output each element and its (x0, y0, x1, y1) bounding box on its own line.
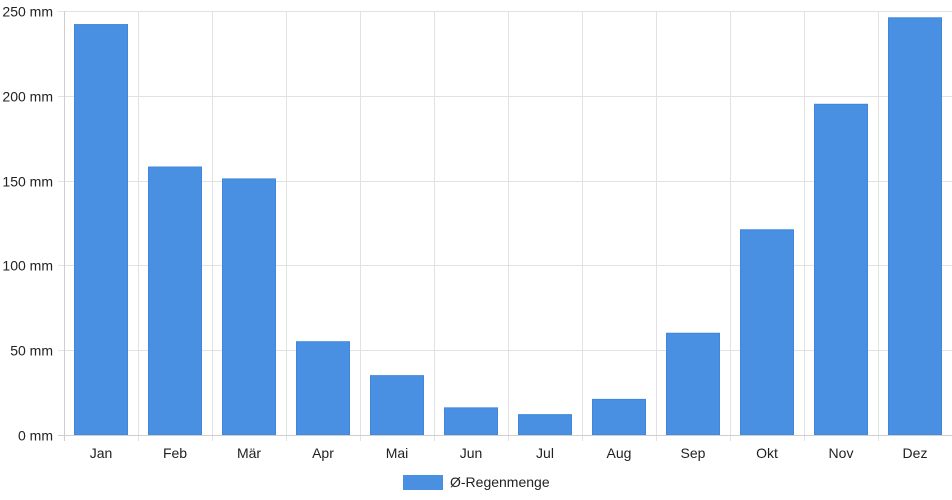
y-axis-labels: 0 mm 50 mm 100 mm 150 mm 200 mm 250 mm (2, 4, 53, 444)
bar-mär[interactable] (222, 178, 276, 436)
legend-swatch[interactable] (403, 475, 443, 490)
x-tick-label: Mär (237, 445, 261, 461)
legend[interactable]: Ø-Regenmenge (403, 474, 550, 490)
y-tick-label: 0 mm (18, 428, 53, 444)
bar-jun[interactable] (444, 407, 498, 436)
bar-mai[interactable] (370, 375, 424, 436)
bar-okt[interactable] (740, 229, 794, 436)
x-axis-labels: Jan Feb Mär Apr Mai Jun Jul Aug Sep Okt Nov Dez (90, 445, 928, 461)
x-tick-label: Jan (90, 445, 113, 461)
x-tick-label: Nov (829, 445, 854, 461)
bar-sep[interactable] (666, 332, 720, 436)
bar-jul[interactable] (518, 414, 572, 436)
x-tick-label: Apr (312, 445, 334, 461)
bar-dez[interactable] (888, 17, 942, 436)
x-tick-label: Okt (756, 445, 778, 461)
bar-jan[interactable] (74, 24, 128, 436)
x-tick-label: Jun (460, 445, 483, 461)
bars (74, 17, 942, 436)
y-tick-label: 100 mm (2, 258, 53, 274)
x-tick-label: Dez (903, 445, 928, 461)
legend-label[interactable]: Ø-Regenmenge (450, 474, 550, 490)
x-tick-label: Aug (607, 445, 632, 461)
x-tick-label: Feb (163, 445, 187, 461)
y-tick-label: 150 mm (2, 174, 53, 190)
bar-aug[interactable] (592, 398, 646, 436)
y-tick-label: 250 mm (2, 4, 53, 20)
bar-nov[interactable] (814, 103, 868, 436)
x-tick-label: Mai (386, 445, 409, 461)
x-tick-label: Jul (536, 445, 554, 461)
axes (58, 11, 952, 441)
x-tick-label: Sep (681, 445, 706, 461)
grid (58, 11, 952, 441)
bar-apr[interactable] (296, 341, 350, 436)
y-tick-label: 50 mm (10, 343, 53, 359)
y-tick-label: 200 mm (2, 89, 53, 105)
bar-feb[interactable] (148, 166, 202, 436)
